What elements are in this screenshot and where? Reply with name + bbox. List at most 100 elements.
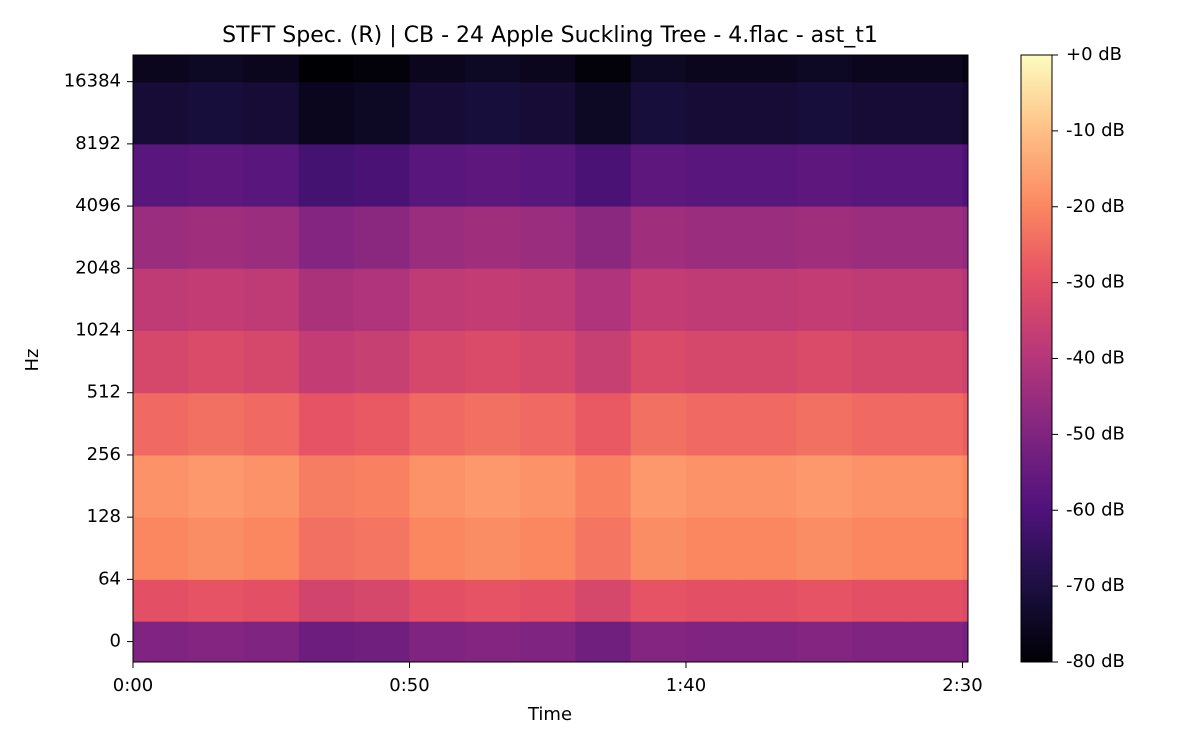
colorbar [1020,54,1053,663]
spectrogram-cell [520,55,576,83]
spectrogram-cell [907,330,963,394]
x-tick-label: 2:30 [942,675,982,696]
spectrogram-cell [575,454,632,518]
spectrogram-cell [796,454,853,518]
spectrogram-cell [630,143,687,207]
spectrogram-cell [685,330,742,394]
y-tick-label: 64 [98,568,121,589]
spectrogram-cell [630,454,687,518]
spectrogram-cell [188,392,245,456]
spectrogram-cell [575,392,632,456]
spectrogram-cell [851,55,908,83]
spectrogram-cell [354,392,410,456]
spectrogram-cell [188,206,245,269]
spectrogram-cell [409,392,466,456]
spectrogram-cell [851,268,908,332]
spectrogram-cell [188,81,245,145]
spectrogram-cell [575,143,632,207]
spectrogram-cell [907,454,963,518]
spectrogram-cell [630,392,687,456]
spectrogram-cell [133,206,189,269]
spectrogram-cell [575,55,632,83]
y-tick-label: 0 [110,631,121,652]
spectrogram-cell [243,579,300,622]
spectrogram-cell [851,330,908,394]
spectrogram-cell [962,55,969,83]
spectrogram-cell [243,517,300,580]
plot-frame [132,54,969,663]
spectrogram-cell [464,392,521,456]
spectrogram-cell [464,81,521,145]
spectrogram-cell [630,330,687,394]
spectrogram-cell [133,268,189,332]
spectrogram-cell [409,81,466,145]
spectrogram-cell [575,81,632,145]
spectrogram-cell [685,55,742,83]
spectrogram-cell [354,55,410,83]
spectrogram-cell [133,330,189,394]
colorbar-tick-label: -40 dB [1066,348,1125,369]
spectrogram-cell [464,55,521,83]
spectrogram-cell [133,81,189,145]
spectrogram-cell [851,81,908,145]
spectrogram-cell [741,454,798,518]
chart-title: STFT Spec. (R) | CB - 24 Apple Suckling … [222,23,878,48]
spectrogram-cell [298,268,355,332]
spectrogram-cell [354,206,410,269]
spectrogram-cell [188,143,245,207]
spectrogram-cell [685,206,742,269]
y-tick-label: 2048 [75,257,121,278]
spectrogram-cell [464,206,521,269]
spectrogram-cell [575,579,632,622]
spectrogram-cell [962,579,969,622]
spectrogram-cell [298,206,355,269]
spectrogram-cell [796,206,853,269]
spectrogram-cell [409,206,466,269]
spectrogram-cell [685,143,742,207]
spectrogram-cell [298,579,355,622]
spectrogram-cell [851,392,908,456]
spectrogram-cell [796,621,853,663]
spectrogram-cell [243,81,300,145]
spectrogram-cell [796,268,853,332]
spectrogram-cell [741,143,798,207]
spectrogram-cell [133,621,189,663]
colorbar-tick-label: +0 dB [1066,44,1122,65]
x-tick-label: 1:40 [666,675,706,696]
spectrogram-cell [796,143,853,207]
spectrogram-cell [298,55,355,83]
y-tick-label: 128 [87,506,121,527]
spectrogram-cell [188,268,245,332]
spectrogram-cell [520,392,576,456]
spectrogram-cell [188,55,245,83]
spectrogram-cell [298,621,355,663]
y-tick-label: 8192 [75,133,121,154]
spectrogram-cell [298,454,355,518]
spectrogram-cell [520,454,576,518]
spectrogram-cell [133,143,189,207]
spectrogram-cell [575,268,632,332]
spectrogram-cell [188,579,245,622]
spectrogram-cell [962,454,969,518]
spectrogram-cell [520,268,576,332]
spectrogram-cell [962,392,969,456]
colorbar-tick-label: -10 dB [1066,120,1125,141]
spectrogram-cell [851,517,908,580]
spectrogram-cell [243,143,300,207]
spectrogram-cell [354,454,410,518]
spectrogram-cell [133,55,189,83]
spectrogram-cell [962,517,969,580]
spectrogram-cell [741,55,798,83]
spectrogram-cell [575,517,632,580]
spectrogram-cell [741,330,798,394]
spectrogram-cell [907,143,963,207]
spectrogram-cell [354,268,410,332]
spectrogram-cell [685,392,742,456]
colorbar-tick-label: -80 dB [1066,651,1125,672]
spectrogram-cell [907,517,963,580]
spectrogram-cell [630,517,687,580]
spectrogram-cell [575,330,632,394]
colorbar-tick-label: -50 dB [1066,423,1125,444]
spectrogram-cell [741,81,798,145]
spectrogram-cell [520,621,576,663]
